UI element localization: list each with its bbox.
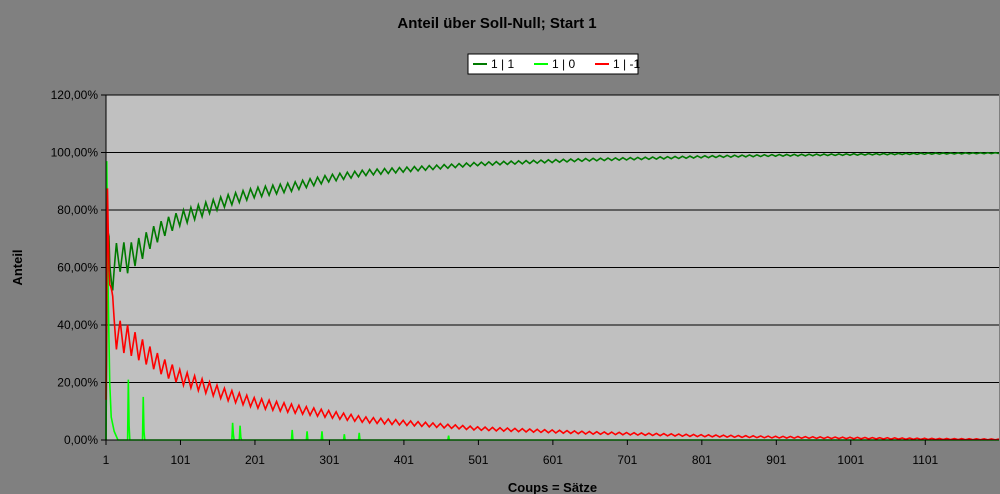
series-line-1-1 <box>105 151 1000 441</box>
x-tick-label: 201 <box>245 453 265 467</box>
x-tick-label: 701 <box>617 453 637 467</box>
chart-title: Anteil über Soll-Null; Start 1 <box>397 15 596 32</box>
legend: 1 | 1 1 | 0 1 | -1 <box>467 53 640 75</box>
x-tick-label: 601 <box>543 453 563 467</box>
y-tick-label: 40,00% <box>57 318 98 332</box>
legend-label: 1 | 1 <box>491 57 514 71</box>
y-tick-label: 120,00% <box>51 88 99 102</box>
y-tick-label: 0,00% <box>64 433 98 447</box>
x-tick-label: 1101 <box>912 453 938 467</box>
y-axis-title: Anteil <box>10 249 25 285</box>
legend-box <box>467 53 639 75</box>
legend-label: 1 | 0 <box>552 57 575 71</box>
x-tick-label: 1 <box>103 453 110 467</box>
legend-label: 1 | -1 <box>613 57 640 71</box>
x-tick-label: 801 <box>692 453 712 467</box>
axes <box>101 94 999 445</box>
y-tick-label: 80,00% <box>57 203 98 217</box>
x-tick-label: 1001 <box>837 453 864 467</box>
x-tick-labels: 1 101 201 301 401 501 601 701 801 901 1001 1101 <box>103 453 939 467</box>
x-tick-label: 501 <box>468 453 488 467</box>
y-tick-label: 20,00% <box>57 376 98 390</box>
y-tick-label: 60,00% <box>57 261 98 275</box>
x-tick-label: 301 <box>319 453 339 467</box>
series-line-1-1 <box>105 188 1000 441</box>
x-axis-title: Coups = Sätze <box>508 480 597 494</box>
x-tick-label: 101 <box>170 453 190 467</box>
y-tick-labels: 0,00% 20,00% 40,00% 60,00% 80,00% 100,00% 120,… <box>51 88 99 447</box>
y-tick-label: 100,00% <box>51 146 99 160</box>
x-tick-label: 401 <box>394 453 414 467</box>
x-tick-label: 901 <box>766 453 786 467</box>
